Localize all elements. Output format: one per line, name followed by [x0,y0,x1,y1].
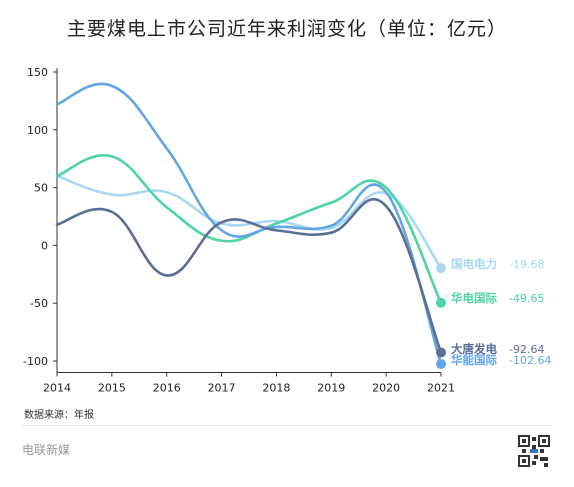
y-tick-label: 0 [41,239,48,252]
x-tick-label: 2018 [262,382,290,395]
series-value-华电国际: -49.65 [509,292,544,305]
end-point-国电电力 [436,263,446,274]
series-line-大唐发电 [55,197,443,354]
end-point-华能国际 [436,359,446,370]
x-tick-label: 2017 [208,382,236,395]
divider [22,425,552,426]
y-tick-label: 100 [27,124,48,137]
series-label-大唐发电: 大唐发电 [451,342,497,356]
series-label-国电电力: 国电电力 [451,257,497,271]
line-chart: 150 100 50 0 -50 -100 2014 2015 2016 2017 2018 2019… [23,66,551,395]
x-tick-label: 2015 [98,382,126,395]
series-line-华能国际 [55,82,443,366]
series-value-大唐发电: -92.64 [509,343,544,356]
x-tick-label: 2016 [153,382,181,395]
series-line-华电国际 [55,153,443,305]
brand-name: 电联新媒 [22,443,71,457]
chart-title: 主要煤电上市公司近年来利润变化（单位：亿元） [66,18,507,40]
x-tick-label: 2019 [317,382,345,395]
qr-code-icon [518,435,550,467]
y-tick-label: -50 [30,297,48,310]
end-point-华电国际 [436,297,446,308]
series-label-华电国际: 华电国际 [451,291,497,305]
y-tick-label: -100 [23,355,48,368]
data-source: 数据来源：年报 [24,410,94,421]
y-tick-label: 150 [27,66,48,79]
x-tick-label: 2020 [372,382,400,395]
x-tick-label: 2014 [43,382,71,395]
series-value-国电电力: -19.68 [509,258,544,271]
x-tick-label: 2021 [427,382,455,395]
y-tick-label: 50 [34,182,48,195]
series-value-华能国际: -102.64 [509,354,551,367]
end-point-大唐发电 [436,347,446,358]
series-label-华能国际: 华能国际 [451,353,497,367]
